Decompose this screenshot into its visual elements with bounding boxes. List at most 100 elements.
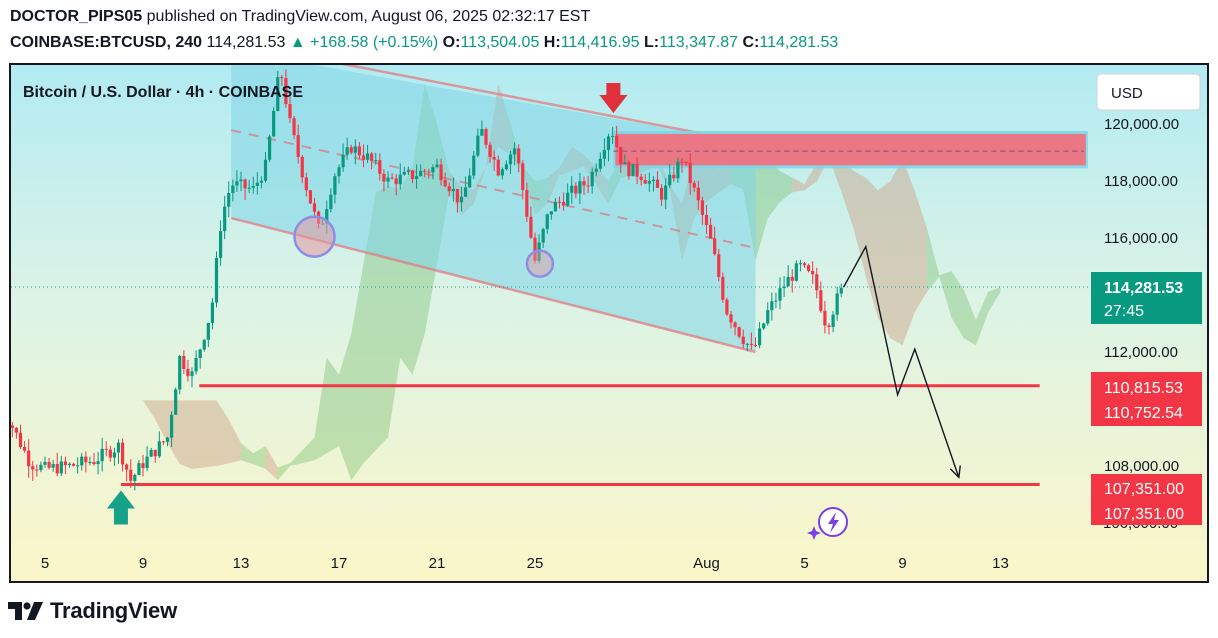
candle xyxy=(18,424,23,449)
candle xyxy=(186,359,190,382)
candle xyxy=(39,461,43,473)
candle-body xyxy=(713,238,717,255)
candle xyxy=(223,195,227,240)
chart-frame[interactable]: 120,000.00 118,000.00 116,000.00 112,000.00… xyxy=(9,63,1209,583)
candle-body xyxy=(557,201,562,203)
candle xyxy=(676,157,680,183)
candle-body xyxy=(243,179,247,189)
cloud-segment xyxy=(143,400,241,469)
candle-body xyxy=(680,161,684,163)
currency-button[interactable]: USD xyxy=(1096,73,1201,111)
price-tick-label: 108,000.00 xyxy=(1104,458,1179,475)
candle xyxy=(708,217,713,240)
candle-body xyxy=(696,187,700,201)
swing-low-circle-1 xyxy=(293,215,336,258)
lightning-events-icon[interactable] xyxy=(807,507,848,540)
candle-body xyxy=(684,161,688,163)
candle xyxy=(333,173,337,204)
candle xyxy=(778,277,782,310)
close-label: C: xyxy=(742,34,760,51)
candle-body xyxy=(22,446,27,451)
candle-body xyxy=(296,135,300,157)
candle xyxy=(541,227,545,248)
candle-body xyxy=(288,104,292,119)
candle-body xyxy=(643,180,647,184)
candle-body xyxy=(329,194,333,210)
cloud-segment xyxy=(241,443,266,469)
candle-body xyxy=(84,456,88,463)
candle-body xyxy=(157,441,161,457)
candle xyxy=(410,170,415,184)
time-tick-label: 21 xyxy=(429,555,446,572)
candle-body xyxy=(370,153,374,161)
candle-body xyxy=(578,181,582,194)
candle xyxy=(631,163,635,177)
candle-body xyxy=(753,344,758,346)
price-tick-label: 118,000.00 xyxy=(1104,173,1178,190)
candle xyxy=(590,167,594,194)
candle-body xyxy=(819,290,823,311)
candle xyxy=(721,272,725,303)
candle-body xyxy=(717,254,721,277)
candle-body xyxy=(35,469,39,471)
candle xyxy=(361,144,366,168)
projected-path-line xyxy=(843,244,960,478)
countdown-text: 27:45 xyxy=(1104,303,1144,320)
candle-body xyxy=(353,146,357,153)
candle-body xyxy=(133,474,137,481)
candle xyxy=(488,141,492,163)
time-tick-label: 9 xyxy=(898,555,906,572)
publish-info: DOCTOR_PIPS05 published on TradingView.c… xyxy=(10,8,590,26)
author-name[interactable]: DOCTOR_PIPS05 xyxy=(10,8,143,25)
candle-body xyxy=(341,154,345,168)
candle xyxy=(500,167,504,180)
candle-body xyxy=(529,216,533,238)
candle xyxy=(120,438,125,472)
candle-body xyxy=(635,163,639,177)
candle-body xyxy=(304,177,308,191)
candle-body xyxy=(247,187,251,189)
candle-body xyxy=(14,427,19,433)
tradingview-logo[interactable]: TradingView xyxy=(8,598,177,624)
candle-body xyxy=(414,176,419,179)
candle xyxy=(504,160,509,171)
candle xyxy=(214,251,219,308)
candle-body xyxy=(55,464,59,474)
candle-body xyxy=(472,155,476,176)
published-text: published on TradingView.com, August 06,… xyxy=(146,8,591,25)
tradingview-brand-text: TradingView xyxy=(50,598,177,623)
candle-body xyxy=(39,464,43,471)
candle xyxy=(96,452,100,475)
time-tick-label: 25 xyxy=(527,555,544,572)
candle xyxy=(284,69,288,108)
candle xyxy=(451,177,455,202)
candle-body xyxy=(59,461,63,474)
candle xyxy=(602,138,607,167)
candle-body xyxy=(602,149,607,159)
candle xyxy=(684,161,688,167)
candle xyxy=(169,411,174,448)
candle-body xyxy=(145,456,149,469)
candle xyxy=(92,453,96,466)
candle xyxy=(22,441,27,453)
candle-body xyxy=(100,448,104,462)
candle xyxy=(594,163,598,177)
candle xyxy=(700,196,705,225)
candle-body xyxy=(386,177,390,182)
chart-svg[interactable]: 120,000.00 118,000.00 116,000.00 112,000.00… xyxy=(11,65,1207,581)
candle xyxy=(104,441,108,457)
candle xyxy=(276,70,280,112)
candle-body xyxy=(71,463,76,466)
candle-body xyxy=(325,209,329,224)
time-axis[interactable]: 5 9 13 17 21 25 Aug 5 9 13 xyxy=(41,555,1009,572)
price-axis[interactable]: 120,000.00 118,000.00 116,000.00 112,000.00… xyxy=(1103,116,1179,532)
candle xyxy=(815,267,819,299)
candle-body xyxy=(806,265,811,271)
candle-body xyxy=(398,174,402,185)
candle xyxy=(312,197,317,219)
candle xyxy=(137,460,141,476)
candle-body xyxy=(300,156,304,178)
candle xyxy=(627,160,631,180)
candle-body xyxy=(120,442,125,465)
candle xyxy=(43,456,47,468)
